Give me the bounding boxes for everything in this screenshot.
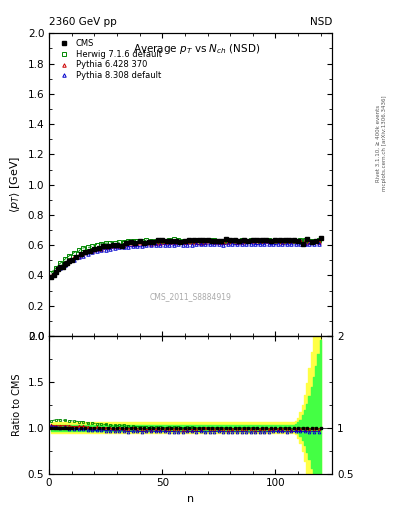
Pythia 8.308 default <box>117 244 122 250</box>
Pythia 8.308 default <box>126 244 131 250</box>
Pythia 6.428 370 <box>140 240 144 246</box>
Herwig 7.1.6 default <box>316 237 321 243</box>
Herwig 7.1.6 default <box>49 270 54 276</box>
Pythia 8.308 default <box>140 243 144 249</box>
Text: Average $p_T$ vs $N_{ch}$ (NSD): Average $p_T$ vs $N_{ch}$ (NSD) <box>132 42 260 56</box>
Pythia 8.308 default <box>135 243 140 249</box>
Y-axis label: Ratio to CMS: Ratio to CMS <box>12 374 22 436</box>
Herwig 7.1.6 default <box>94 242 99 248</box>
Text: 2360 GeV pp: 2360 GeV pp <box>49 16 117 27</box>
Herwig 7.1.6 default <box>117 239 122 245</box>
CMS <box>309 240 314 246</box>
Text: mcplots.cern.ch [arXiv:1306.3436]: mcplots.cern.ch [arXiv:1306.3436] <box>382 96 387 191</box>
Line: Pythia 6.428 370: Pythia 6.428 370 <box>50 239 320 278</box>
Line: Herwig 7.1.6 default: Herwig 7.1.6 default <box>50 238 320 275</box>
Pythia 6.428 370 <box>126 240 131 246</box>
Pythia 8.308 default <box>217 241 221 247</box>
Line: CMS: CMS <box>50 237 323 279</box>
CMS <box>318 235 323 241</box>
Pythia 6.428 370 <box>316 239 321 245</box>
Text: NSD: NSD <box>310 16 332 27</box>
Pythia 6.428 370 <box>266 238 271 244</box>
CMS <box>115 242 119 248</box>
Pythia 6.428 370 <box>117 243 122 249</box>
Herwig 7.1.6 default <box>126 238 131 244</box>
Herwig 7.1.6 default <box>140 238 144 244</box>
Text: CMS_2011_S8884919: CMS_2011_S8884919 <box>150 292 231 301</box>
Line: Pythia 8.308 default: Pythia 8.308 default <box>50 242 320 279</box>
Legend: CMS, Herwig 7.1.6 default, Pythia 6.428 370, Pythia 8.308 default: CMS, Herwig 7.1.6 default, Pythia 6.428 … <box>53 37 163 82</box>
Text: Rivet 3.1.10, ≥ 400k events: Rivet 3.1.10, ≥ 400k events <box>376 105 380 182</box>
CMS <box>151 239 156 245</box>
Pythia 8.308 default <box>49 273 54 280</box>
Pythia 6.428 370 <box>135 240 140 246</box>
Pythia 8.308 default <box>316 241 321 247</box>
CMS <box>49 274 54 280</box>
CMS <box>178 239 183 245</box>
X-axis label: n: n <box>187 494 194 504</box>
Pythia 6.428 370 <box>49 273 54 280</box>
Pythia 8.308 default <box>275 241 280 247</box>
CMS <box>97 245 101 251</box>
Herwig 7.1.6 default <box>221 238 226 244</box>
Pythia 6.428 370 <box>94 246 99 252</box>
Pythia 8.308 default <box>94 248 99 254</box>
Y-axis label: $\langle p_T \rangle$ [GeV]: $\langle p_T \rangle$ [GeV] <box>8 156 22 213</box>
CMS <box>278 237 283 243</box>
Herwig 7.1.6 default <box>135 238 140 244</box>
Pythia 6.428 370 <box>217 239 221 245</box>
Herwig 7.1.6 default <box>171 237 176 243</box>
